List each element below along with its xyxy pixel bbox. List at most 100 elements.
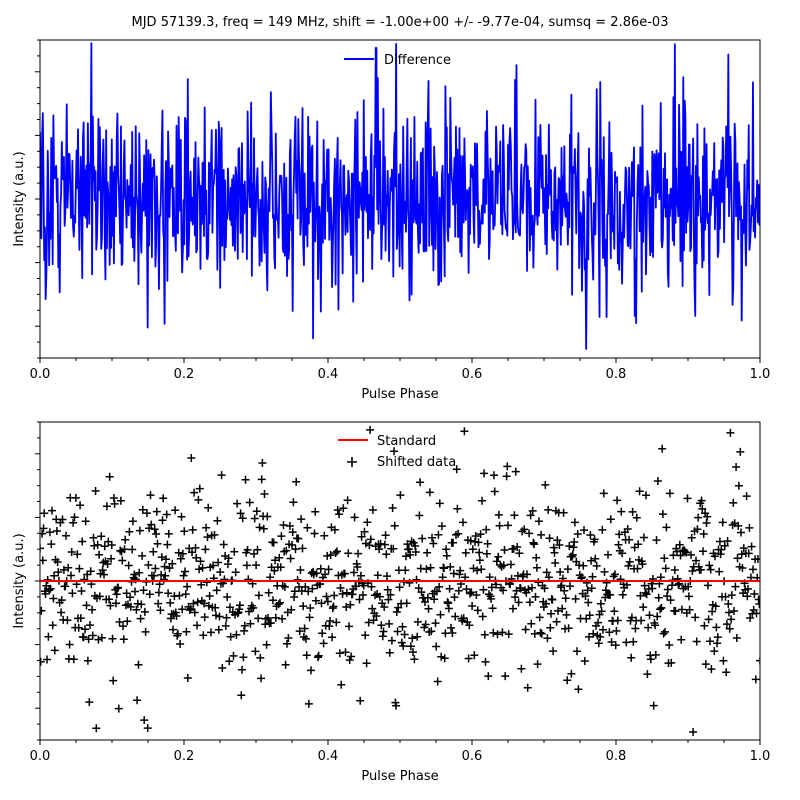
scatter-point — [494, 510, 503, 519]
scatter-point — [84, 635, 93, 644]
scatter-point — [477, 565, 486, 574]
scatter-point — [601, 586, 610, 595]
scatter-point — [212, 611, 220, 620]
scatter-point — [553, 536, 562, 545]
scatter-point — [437, 522, 446, 531]
bottom-x-ticks: 0.0 0.2 0.4 0.6 0.8 1.0 — [30, 740, 770, 764]
scatter-point — [656, 573, 665, 582]
scatter-point — [163, 540, 172, 549]
scatter-point — [658, 444, 667, 453]
scatter-point — [180, 527, 189, 536]
scatter-point — [332, 618, 341, 627]
scatter-point — [136, 614, 145, 623]
scatter-point — [633, 564, 642, 573]
scatter-point — [383, 585, 392, 594]
scatter-point — [694, 513, 703, 522]
scatter-point — [138, 551, 147, 560]
scatter-point — [609, 572, 618, 581]
x-tick-label: 0.8 — [606, 367, 627, 382]
scatter-point — [606, 590, 615, 599]
scatter-point — [286, 554, 295, 563]
scatter-point — [321, 570, 329, 579]
scatter-point — [418, 534, 427, 543]
scatter-point — [542, 568, 551, 577]
scatter-point — [685, 605, 694, 614]
scatter-point — [116, 546, 125, 555]
scatter-point — [592, 561, 601, 570]
scatter-point — [320, 531, 329, 540]
scatter-point — [232, 630, 241, 639]
scatter-point — [721, 592, 730, 601]
top-legend: Difference — [344, 53, 451, 68]
scatter-point — [526, 511, 535, 520]
scatter-point — [302, 651, 311, 660]
scatter-point — [214, 558, 223, 567]
scatter-point — [605, 628, 614, 637]
scatter-point — [195, 565, 204, 574]
scatter-point — [662, 523, 671, 532]
scatter-point — [473, 566, 482, 575]
scatter-point — [730, 607, 738, 615]
scatter-point — [258, 459, 267, 467]
scatter-point — [402, 599, 411, 608]
scatter-point — [733, 554, 742, 563]
scatter-point — [70, 513, 79, 522]
scatter-point — [237, 691, 246, 700]
scatter-point — [676, 551, 685, 560]
scatter-point — [223, 593, 232, 601]
scatter-point — [252, 507, 261, 516]
scatter-point — [182, 627, 191, 636]
scatter-point — [629, 637, 638, 646]
scatter-point — [499, 586, 508, 595]
scatter-point — [105, 472, 114, 481]
scatter-point — [173, 629, 182, 638]
scatter-point — [194, 495, 203, 504]
scatter-point — [559, 508, 568, 517]
scatter-point — [747, 542, 756, 551]
scatter-point — [514, 598, 523, 607]
scatter-point — [269, 538, 278, 547]
scatter-point — [222, 613, 231, 622]
scatter-point — [120, 545, 129, 554]
scatter-point — [581, 592, 590, 601]
scatter-point — [181, 590, 190, 599]
scatter-point — [47, 540, 56, 549]
scatter-point — [255, 523, 264, 532]
scatter-point — [614, 540, 623, 549]
scatter-point — [703, 512, 712, 521]
x-tick-label: 0.2 — [174, 749, 195, 764]
scatter-point — [682, 548, 691, 557]
scatter-point — [349, 568, 358, 577]
scatter-point — [337, 680, 346, 689]
scatter-point — [652, 536, 661, 545]
scatter-point — [421, 598, 429, 606]
bottom-y-ticks — [35, 421, 40, 741]
scatter-point — [109, 676, 118, 685]
scatter-point — [540, 584, 549, 593]
top-y-axis-label: Intensity (a.u.) — [12, 151, 27, 246]
bottom-plot-area — [40, 425, 760, 736]
scatter-point — [478, 612, 487, 621]
scatter-point — [359, 591, 367, 599]
scatter-point — [586, 531, 595, 539]
scatter-point — [480, 469, 489, 478]
scatter-point — [251, 647, 260, 656]
scatter-point — [459, 518, 467, 527]
bottom-x-axis-label: Pulse Phase — [361, 769, 438, 784]
scatter-point — [103, 560, 112, 568]
scatter-point — [288, 541, 296, 549]
scatter-point — [183, 674, 192, 682]
scatter-point — [324, 565, 333, 574]
scatter-point — [615, 530, 624, 539]
scatter-point — [628, 507, 637, 516]
scatter-point — [504, 521, 512, 530]
scatter-point — [141, 627, 150, 636]
scatter-point — [644, 623, 653, 632]
scatter-point — [627, 653, 636, 662]
scatter-point — [131, 587, 139, 596]
scatter-point — [202, 578, 211, 587]
scatter-point — [684, 592, 693, 601]
scatter-point — [732, 634, 741, 642]
scatter-point — [409, 648, 417, 657]
scatter-point — [536, 628, 545, 637]
